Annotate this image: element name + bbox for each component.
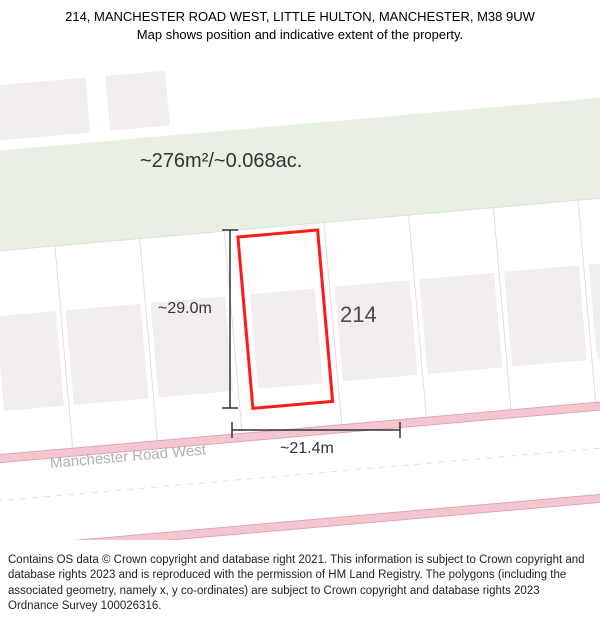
width-dimension-label: ~21.4m bbox=[280, 440, 334, 458]
house-number-label: 214 bbox=[340, 302, 377, 328]
height-dimension-label: ~29.0m bbox=[158, 300, 212, 318]
subtitle-line: Map shows position and indicative extent… bbox=[10, 26, 590, 44]
address-line: 214, MANCHESTER ROAD WEST, LITTLE HULTON… bbox=[10, 8, 590, 26]
map-area: ~276m²/~0.068ac. ~29.0m ~21.4m 214 Manch… bbox=[0, 50, 600, 540]
copyright-footer: Contains OS data © Crown copyright and d… bbox=[0, 547, 600, 625]
area-label: ~276m²/~0.068ac. bbox=[140, 150, 302, 173]
header: 214, MANCHESTER ROAD WEST, LITTLE HULTON… bbox=[0, 0, 600, 48]
